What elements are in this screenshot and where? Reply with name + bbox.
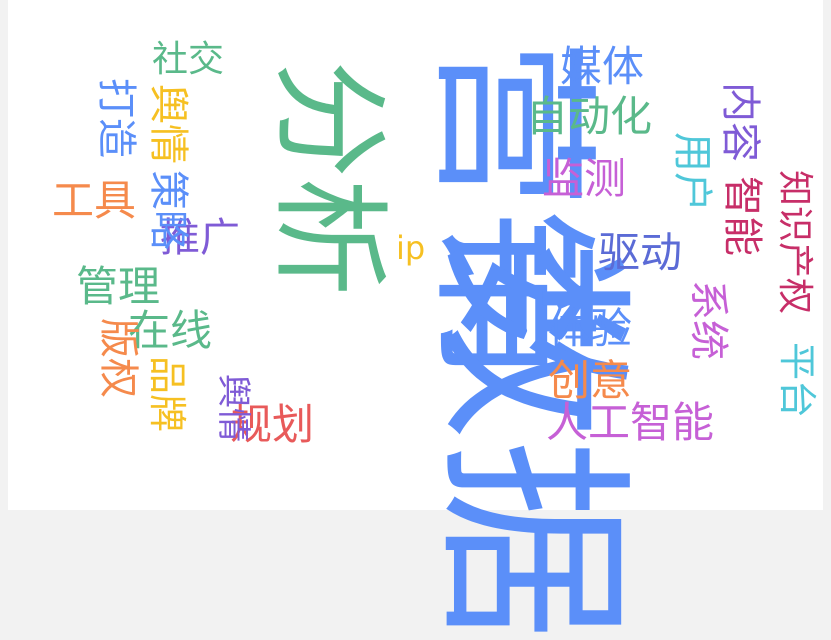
- word-qudong: 驱动: [598, 228, 683, 277]
- word-neirong: 用户: [669, 132, 715, 212]
- word-zaixian: 在线: [128, 306, 213, 355]
- word-gongju: 工具: [52, 176, 137, 225]
- word-pingtai: 平台: [775, 342, 819, 419]
- word-zhishichanquan: 知识产权: [774, 170, 815, 315]
- word-shejiao: 社交: [152, 39, 225, 80]
- wordcloud-canvas: 营销 分析 数据 社交 媒体 自动化 监测 工具 推广 ip 驱动 管理 体验 …: [8, 0, 823, 640]
- word-dazao: 舆情: [145, 84, 191, 164]
- word-ip: ip: [396, 229, 426, 267]
- word-chuangyi: 创意: [548, 356, 633, 405]
- word-jiance: 打造: [93, 78, 139, 158]
- word-zidonghua: 自动化: [526, 92, 653, 141]
- word-meiti: 媒体: [560, 42, 645, 91]
- word-tiyan: 体验: [548, 304, 633, 353]
- word-banquan: 版权: [95, 318, 141, 398]
- word-celue: 策略: [145, 170, 191, 250]
- word-yonghu: 监测: [542, 154, 627, 203]
- word-tuiguang: 推广: [160, 215, 240, 261]
- word-rengongzhineng: 人工智能: [546, 398, 715, 447]
- word-guanli: 管理: [76, 262, 161, 311]
- word-zhineng: 智能: [719, 176, 765, 256]
- word-guihua: 规划: [230, 400, 315, 449]
- word-yuqing-bottom: 舆情: [213, 374, 253, 442]
- word-fenxi: 分析: [260, 60, 398, 297]
- word-pinpai: 品牌: [145, 356, 189, 433]
- word-yuqing-top: 内容: [717, 82, 763, 162]
- word-xitong: 系统: [685, 280, 731, 360]
